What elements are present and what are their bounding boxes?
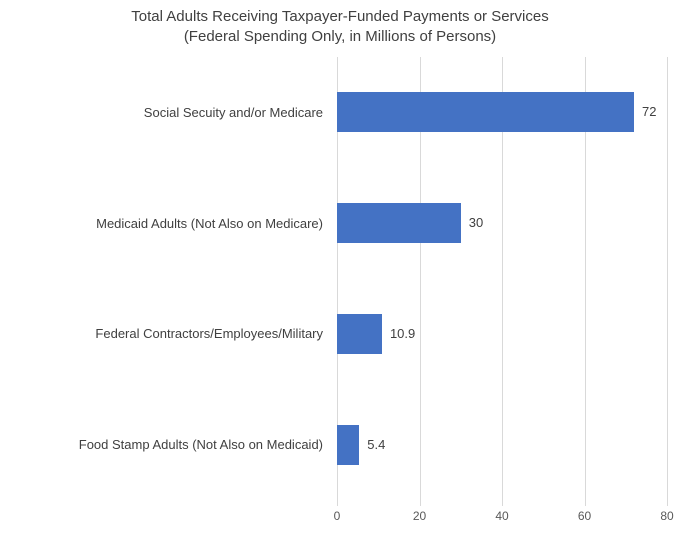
x-tick-label-0: 0 bbox=[333, 509, 341, 523]
x-tick-label-40: 40 bbox=[495, 509, 509, 523]
x-tick-label-80: 80 bbox=[660, 509, 674, 523]
bar bbox=[337, 203, 461, 244]
bar-value-label: 5.4 bbox=[367, 436, 386, 452]
tick-mark-x-80 bbox=[667, 500, 668, 506]
chart-title: Total Adults Receiving Taxpayer-Funded P… bbox=[131, 8, 549, 25]
category-label: Food Stamp Adults (Not Also on Medicaid) bbox=[78, 437, 323, 453]
tick-mark-x-40 bbox=[502, 500, 503, 506]
tick-mark-x-60 bbox=[584, 500, 586, 506]
x-axis-tick-labels: 0 20 40 60 80 bbox=[333, 508, 674, 526]
bar-value-label: 72 bbox=[642, 104, 657, 120]
chart-subtitle: (Federal Spending Only, in Millions of P… bbox=[183, 28, 497, 45]
category-label: Social Secuity and/or Medicare bbox=[143, 104, 323, 120]
bar-value-label: 30 bbox=[468, 215, 484, 231]
gridline-x-60 bbox=[584, 57, 586, 500]
x-axis-tick-marks bbox=[337, 500, 668, 506]
bar-value-label: 10.9 bbox=[389, 325, 416, 341]
x-tick-label-60: 60 bbox=[577, 509, 592, 523]
plot-area: 72 30 10.9 5.4 bbox=[337, 57, 668, 500]
tick-mark-x-0 bbox=[337, 500, 338, 506]
tick-mark-x-20 bbox=[419, 500, 421, 506]
category-axis-labels: Social Secuity and/or Medicare Medicaid A… bbox=[0, 57, 330, 500]
chart-title-area: Total Adults Receiving Taxpayer-Funded P… bbox=[0, 7, 680, 47]
x-tick-label-20: 20 bbox=[412, 509, 427, 523]
gridline-x-20 bbox=[419, 57, 421, 500]
category-label: Federal Contractors/Employees/Military bbox=[95, 326, 323, 342]
gridline-x-80 bbox=[667, 57, 668, 500]
bar bbox=[337, 92, 634, 133]
gridline-x-0 bbox=[337, 57, 338, 500]
bar bbox=[337, 313, 382, 354]
bar bbox=[337, 424, 360, 465]
category-label: Medicaid Adults (Not Also on Medicare) bbox=[96, 215, 323, 231]
gridline-x-40 bbox=[502, 57, 503, 500]
